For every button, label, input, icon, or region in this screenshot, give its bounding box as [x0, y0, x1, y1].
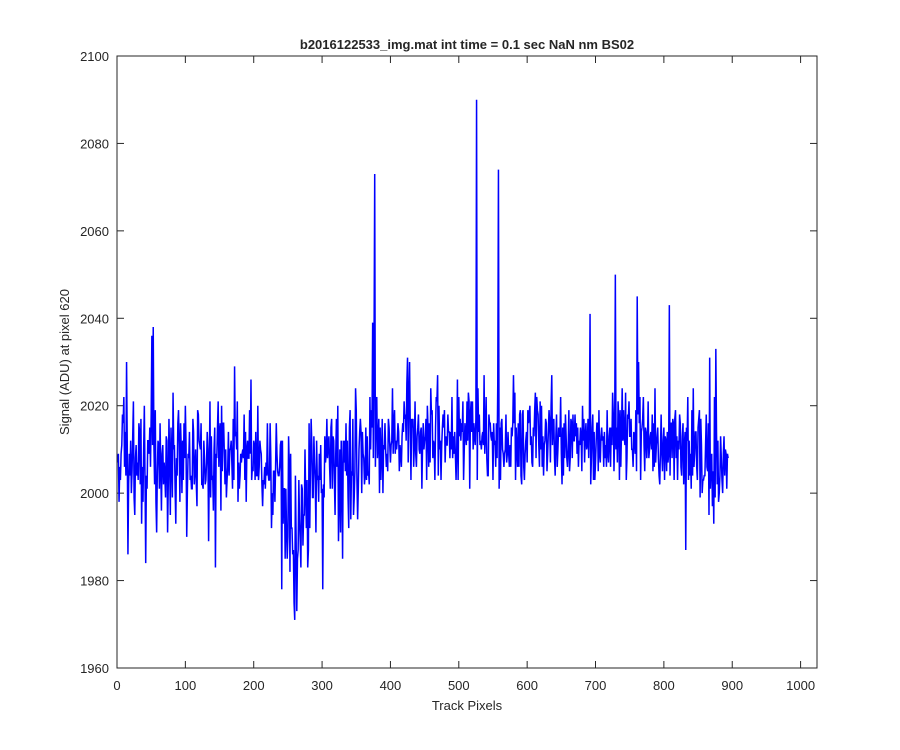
x-tick-label: 0	[113, 678, 120, 693]
y-tick-label: 2000	[80, 486, 109, 501]
axes-box	[116, 55, 818, 669]
x-axis-ticks: 0 100 200 300 400 500 600 700 800 900 1000	[113, 56, 815, 693]
x-tick-label: 1000	[786, 678, 815, 693]
x-tick-label: 900	[721, 678, 743, 693]
y-tick-label: 2060	[80, 224, 109, 239]
x-tick-label: 700	[585, 678, 607, 693]
x-tick-label: 100	[175, 678, 197, 693]
y-tick-label: 1960	[80, 661, 109, 676]
y-tick-label: 2100	[80, 49, 109, 64]
plot-area	[117, 56, 817, 668]
y-tick-label: 2020	[80, 399, 109, 414]
x-tick-label: 300	[311, 678, 333, 693]
y-axis-ticks: 1960 1980 2000 2020 2040 2060 2080 2100	[80, 49, 817, 676]
x-tick-label: 200	[243, 678, 265, 693]
x-tick-label: 500	[448, 678, 470, 693]
y-tick-label: 2080	[80, 136, 109, 151]
signal-series-line	[116, 99, 729, 620]
y-tick-label: 1980	[80, 574, 109, 589]
y-tick-label: 2040	[80, 311, 109, 326]
chart-title: b2016122533_img.mat int time = 0.1 sec N…	[300, 37, 634, 52]
y-axis-label: Signal (ADU) at pixel 620	[57, 289, 72, 435]
x-axis-label: Track Pixels	[432, 698, 503, 713]
x-tick-label: 600	[516, 678, 538, 693]
x-tick-label: 400	[380, 678, 402, 693]
x-tick-label: 800	[653, 678, 675, 693]
